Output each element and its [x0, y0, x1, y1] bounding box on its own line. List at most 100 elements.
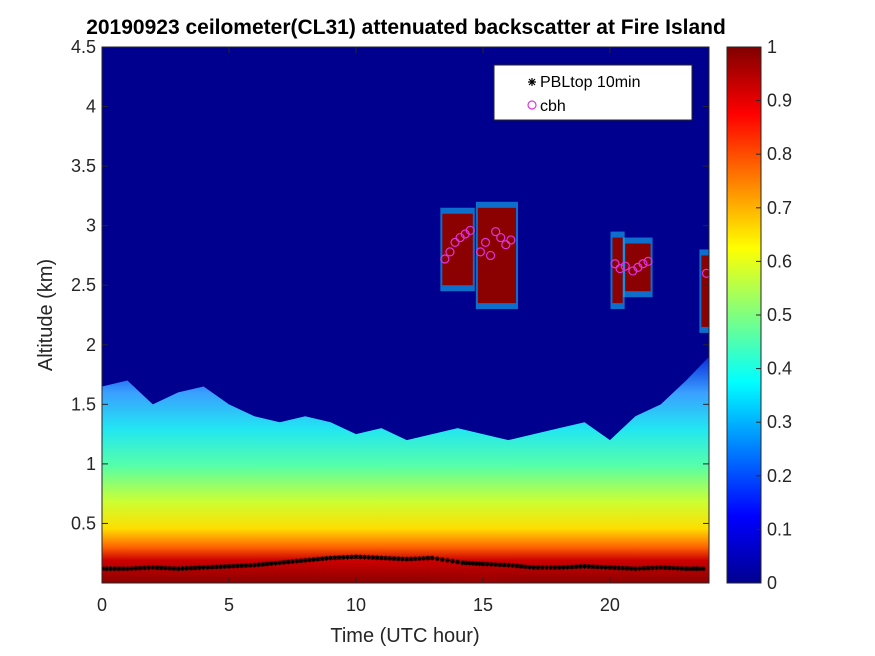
pbl-top-marker [247, 562, 253, 568]
pbl-top-asterisk [154, 565, 160, 571]
pbl-top-marker [184, 565, 190, 571]
pbl-top-marker [260, 561, 266, 567]
pbl-top-asterisk [434, 556, 440, 562]
cbh-point [501, 240, 511, 250]
colorbar-tick-label: 1 [767, 37, 777, 57]
pbl-top-marker [641, 565, 647, 571]
pbl-top-marker [690, 566, 696, 572]
pbl-top-asterisk [598, 564, 604, 570]
pbl-top-marker [391, 556, 397, 562]
pbl-top-asterisk [395, 556, 401, 562]
pbl-top-marker [497, 562, 503, 568]
pbl-top-marker [162, 565, 168, 571]
pbl-top-asterisk [560, 564, 566, 570]
pbl-top-asterisk [408, 556, 414, 562]
colorbar-tick-label: 0.4 [767, 359, 792, 379]
pbl-top-asterisk [662, 565, 668, 571]
pbl-top-asterisk [473, 561, 479, 567]
cbh-point [450, 237, 460, 247]
cloud-core-0 [442, 213, 473, 286]
pbl-top-asterisk [378, 555, 384, 561]
pbl-top-asterisk [573, 564, 579, 570]
pbl-top-asterisk [146, 565, 152, 571]
pbl-top-asterisk [298, 558, 304, 564]
pbl-top-asterisk [670, 565, 676, 571]
pbl-top-marker [697, 566, 703, 572]
pbl-top-marker [531, 565, 537, 571]
pbl-top-asterisk [480, 561, 486, 567]
pbl-top-marker [518, 563, 524, 569]
pbl-top-asterisk [539, 565, 545, 571]
pbl-top-asterisk [510, 563, 516, 569]
y-tick-label: 1.5 [71, 394, 96, 414]
pbl-top-marker [658, 565, 664, 571]
pbl-top-asterisk [412, 556, 418, 562]
pbl-top-marker [328, 555, 334, 561]
pbl-top-marker [294, 558, 300, 564]
pbl-top-asterisk [522, 564, 528, 570]
pbl-top-marker [251, 562, 257, 568]
pbl-top-marker [378, 555, 384, 561]
pbl-top-marker [205, 564, 211, 570]
pbl-top-marker [607, 565, 613, 571]
pbl-top-marker [460, 560, 466, 566]
pbl-top-marker [514, 563, 520, 569]
pbl-top-marker [107, 566, 113, 572]
pbl-top-asterisk [150, 565, 156, 571]
legend-pbl-marker [528, 78, 536, 86]
cbh-point [506, 235, 516, 245]
pbl-top-asterisk [444, 557, 450, 563]
cbh-point [638, 259, 648, 269]
pbl-top-asterisk [556, 565, 562, 571]
cbh-point [496, 232, 506, 243]
pbl-top-asterisk [306, 557, 312, 563]
pbl-top-marker [366, 554, 372, 560]
pbl-top-asterisk [213, 564, 219, 570]
pbl-top-marker [175, 566, 181, 572]
pbl-top-asterisk [449, 558, 455, 564]
cbh-point [475, 247, 486, 257]
aerosol-layer [102, 356, 709, 583]
pbl-top-asterisk [552, 565, 558, 571]
pbl-top-asterisk [565, 564, 571, 570]
pbl-top-marker [577, 564, 583, 570]
pbl-top-marker [209, 564, 215, 570]
pbl-top-asterisk [477, 561, 483, 567]
pbl-top-marker [188, 565, 194, 571]
colorbar-tick-label: 0.9 [767, 91, 792, 111]
pbl-top-marker [582, 563, 588, 569]
pbl-top-marker [234, 563, 240, 569]
pbl-top-asterisk [697, 566, 703, 572]
pbl-top-asterisk [463, 560, 469, 566]
colorbar-tick-label: 0.1 [767, 519, 792, 539]
pbl-top-asterisk [201, 565, 207, 571]
pbl-top-marker [256, 562, 262, 568]
pbl-top-marker [637, 566, 643, 572]
pbl-top-asterisk [421, 555, 427, 561]
pbl-top-marker [179, 566, 185, 572]
pbl-top-marker [649, 565, 655, 571]
pbl-top-asterisk [374, 555, 380, 561]
pbl-top-marker [103, 566, 109, 572]
pbl-top-asterisk [319, 556, 325, 562]
pbl-top-asterisk [285, 559, 291, 565]
pbl-top-asterisk [167, 565, 173, 571]
pbl-top-asterisk [196, 565, 202, 571]
pbl-top-marker [654, 565, 660, 571]
pbl-top-asterisk [353, 554, 359, 560]
pbl-top-asterisk [179, 566, 185, 572]
pbl-top-marker [632, 566, 638, 572]
pbl-top-marker [264, 561, 270, 567]
pbl-top-asterisk [611, 565, 617, 571]
pbl-top-marker [120, 566, 126, 572]
pbl-top-asterisk [391, 556, 397, 562]
pbl-top-asterisk [637, 566, 643, 572]
pbl-top-asterisk [243, 563, 249, 569]
pbl-top-asterisk [632, 566, 638, 572]
cbh-point [465, 225, 475, 236]
pbl-top-marker [645, 565, 651, 571]
pbl-top-asterisk [690, 566, 696, 572]
pbl-top-asterisk [336, 555, 342, 561]
pbl-top-asterisk [700, 566, 706, 572]
